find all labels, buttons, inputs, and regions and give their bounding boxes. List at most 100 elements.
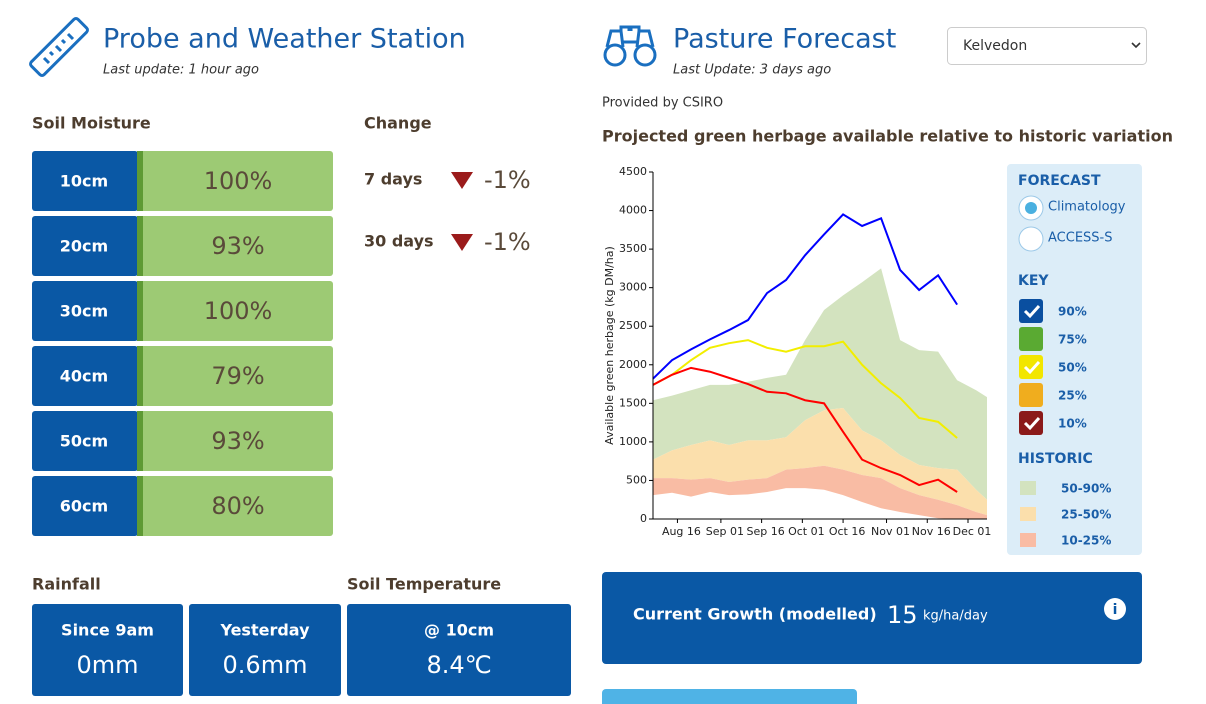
moisture-value: 93%: [211, 427, 264, 455]
key-box[interactable]: [1019, 355, 1043, 379]
check-mark[interactable]: [1023, 416, 1041, 431]
card-value: 0mm: [76, 651, 138, 679]
rain-card: [32, 604, 183, 696]
y-tick-label: 3000: [619, 281, 647, 294]
moisture-box: [137, 281, 333, 341]
growth-label: Current Growth (modelled): [633, 605, 877, 624]
y-tick-label: 2500: [619, 319, 647, 332]
ruler-icon: [29, 17, 89, 77]
moisture-stripe: [137, 281, 143, 341]
y-tick-label: 3500: [619, 242, 647, 255]
info-button[interactable]: [1104, 598, 1126, 620]
select-value[interactable]: Kelvedon: [963, 38, 1027, 54]
last-update: Last update: 1 hour ago: [103, 63, 259, 78]
section-heading: Change: [364, 114, 432, 133]
y-tick-label: 500: [626, 473, 647, 486]
moisture-stripe: [137, 476, 143, 536]
down-arrow: [451, 172, 473, 189]
x-tick-label: Oct 01: [788, 525, 825, 538]
key-box[interactable]: [1019, 327, 1043, 351]
depth-label: 30cm: [60, 302, 108, 321]
key-label[interactable]: 50%: [1058, 361, 1087, 375]
legend-heading: HISTORIC: [1018, 451, 1093, 467]
panel-title: Pasture Forecast: [673, 24, 896, 55]
x-tick-label: Dec 01: [953, 525, 992, 538]
y-tick-label: 2000: [619, 358, 647, 371]
y-axis-label: Available green herbage (kg DM/ha): [603, 246, 616, 445]
y-tick-label: 0: [640, 512, 647, 525]
x-tick-label: Sep 01: [706, 525, 744, 538]
section-heading: Rainfall: [32, 575, 101, 594]
moisture-stripe: [137, 346, 143, 406]
legend-heading: FORECAST: [1018, 173, 1101, 189]
x-tick-label: Aug 16: [662, 525, 701, 538]
depth-label: 40cm: [60, 367, 108, 386]
historic-band: [653, 407, 987, 516]
growth-card: [602, 572, 1142, 664]
x-tick-label: Sep 16: [747, 525, 785, 538]
down-arrow: [451, 234, 473, 251]
change-period: 30 days: [364, 232, 434, 251]
key-label[interactable]: 75%: [1058, 333, 1087, 347]
depth-box: [32, 216, 138, 276]
moisture-stripe: [137, 151, 143, 211]
key-label[interactable]: 90%: [1058, 305, 1087, 319]
growth-value: 15: [887, 601, 918, 629]
moisture-box: [137, 346, 333, 406]
chart-title: Projected green herbage available relati…: [602, 127, 1173, 146]
key-box[interactable]: [1019, 299, 1043, 323]
depth-box: [32, 346, 138, 406]
radio[interactable]: [1018, 226, 1044, 252]
key-label[interactable]: 10%: [1058, 417, 1087, 431]
binoculars-icon: [603, 25, 657, 67]
historic-label: 10-25%: [1061, 534, 1111, 548]
series-line: [652, 339, 958, 439]
moisture-box: [137, 151, 333, 211]
depth-label: 60cm: [60, 497, 108, 516]
historic-label: 25-50%: [1061, 508, 1111, 522]
moisture-box: [137, 476, 333, 536]
depth-box: [32, 151, 138, 211]
change-rows: 7 days -1% 30 days -1%: [364, 166, 531, 256]
panel-title: Probe and Weather Station: [103, 24, 466, 55]
legend: Climatology ACCESS-S 90% 75% 50% 25% 10% 50-90%…: [1018, 195, 1126, 548]
action-button[interactable]: [602, 689, 857, 704]
key-box[interactable]: [1019, 383, 1043, 407]
card-label: Since 9am: [61, 621, 154, 640]
legend-heading: KEY: [1018, 273, 1049, 289]
card-label: Yesterday: [219, 621, 310, 640]
moisture-value: 80%: [211, 492, 264, 520]
provider: Provided by CSIRO: [602, 96, 723, 111]
x-tick-label: Nov 01: [871, 525, 910, 538]
radio-dot[interactable]: [1025, 202, 1037, 214]
location-select[interactable]: [947, 27, 1147, 65]
historic-label: 50-90%: [1061, 482, 1111, 496]
key-label[interactable]: 25%: [1058, 389, 1087, 403]
radio-label[interactable]: Climatology: [1048, 200, 1126, 215]
depth-label: 10cm: [60, 172, 108, 191]
depth-box: [32, 281, 138, 341]
growth-unit: kg/ha/day: [923, 609, 988, 624]
radio-label[interactable]: ACCESS-S: [1048, 231, 1112, 246]
y-tick-label: 4000: [619, 204, 647, 217]
moisture-value: 100%: [204, 297, 273, 325]
moisture-stripe: [137, 411, 143, 471]
historic-swatch: [1020, 533, 1036, 547]
card-label: @ 10cm: [424, 621, 494, 640]
depth-label: 20cm: [60, 237, 108, 256]
check-mark[interactable]: [1023, 360, 1041, 375]
check-mark[interactable]: [1023, 304, 1041, 319]
last-update: Last Update: 3 days ago: [673, 63, 831, 78]
select-arrow[interactable]: [1131, 42, 1141, 49]
section-heading: Soil Temperature: [347, 575, 501, 594]
moisture-value: 93%: [211, 232, 264, 260]
depth-box: [32, 476, 138, 536]
section-heading: Soil Moisture: [32, 114, 151, 133]
info-icon[interactable]: i: [1113, 602, 1118, 618]
depth-label: 50cm: [60, 432, 108, 451]
y-tick-label: 1500: [619, 396, 647, 409]
chart: 0 500 1000 1500 2000 2500 3000 3500 4000 4500 Aug …: [603, 165, 991, 538]
moisture-box: [137, 216, 333, 276]
key-box[interactable]: [1019, 411, 1043, 435]
